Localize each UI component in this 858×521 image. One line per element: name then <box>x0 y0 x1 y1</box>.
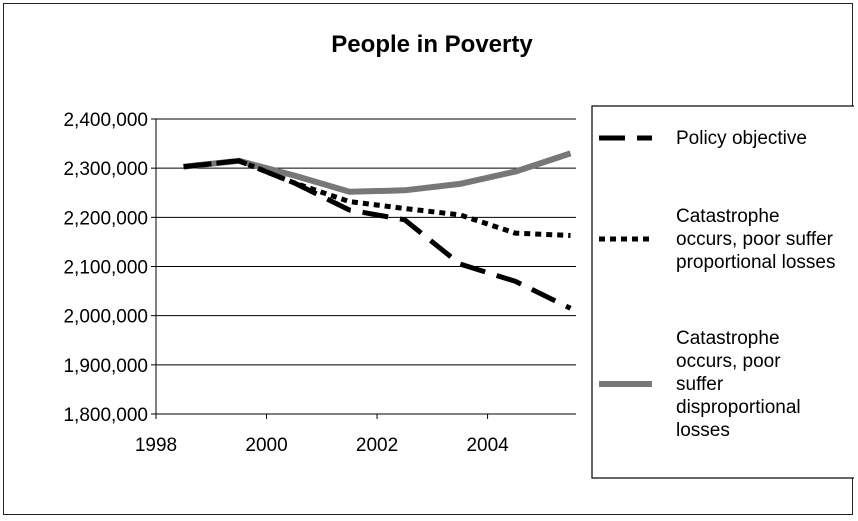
y-tick-label: 2,300,000 <box>63 159 148 180</box>
x-tick-label: 1998 <box>135 435 177 456</box>
legend-label: Catastrophe <box>676 206 780 227</box>
y-tick-label: 2,100,000 <box>63 258 148 279</box>
y-tick-label: 1,800,000 <box>63 405 148 426</box>
series-line-3 <box>183 150 572 195</box>
line-chart: People in Poverty 1,800,000 1,900,000 2,00… <box>63 31 854 479</box>
x-tick-label: 2004 <box>466 435 509 456</box>
legend-label: Catastrophe <box>676 328 780 349</box>
legend-label: disproportional <box>676 397 801 418</box>
legend-label: Policy objective <box>676 128 807 149</box>
gridlines <box>156 118 576 366</box>
series-lines <box>183 150 572 311</box>
axes <box>151 118 576 419</box>
series-line-2 <box>183 158 571 238</box>
tick-labels: 1,800,000 1,900,000 2,000,000 2,100,000 2,20… <box>63 110 509 456</box>
x-tick-label: 2000 <box>245 435 287 456</box>
y-tick-label: 1,900,000 <box>63 356 148 377</box>
y-tick-label: 2,400,000 <box>63 110 148 131</box>
legend-label: occurs, poor suffer <box>676 229 834 250</box>
x-tick-label: 2002 <box>356 435 398 456</box>
series-line-1 <box>183 158 572 311</box>
y-tick-label: 2,000,000 <box>63 307 148 328</box>
legend-label: occurs, poor <box>676 351 781 372</box>
legend-label: proportional losses <box>676 252 835 273</box>
y-tick-label: 2,200,000 <box>63 208 148 229</box>
chart-frame: People in Poverty 1,800,000 1,900,000 2,00… <box>3 3 854 515</box>
chart-title: People in Poverty <box>331 31 533 58</box>
legend-label: suffer <box>676 374 724 395</box>
legend-label: losses <box>676 420 730 441</box>
legend-box <box>591 105 854 479</box>
